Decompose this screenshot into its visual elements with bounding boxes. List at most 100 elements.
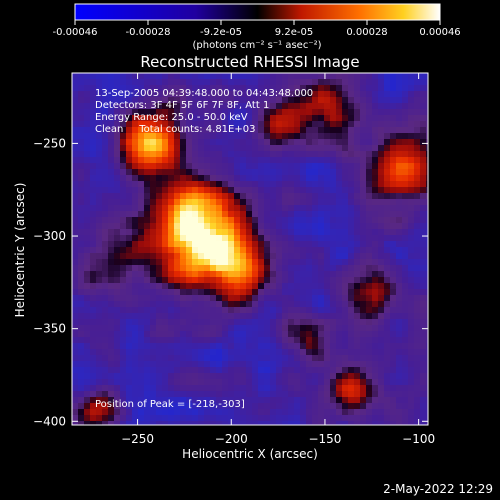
heatmap-cell [192,385,199,392]
heatmap-cell [330,415,337,422]
heatmap-cell [246,175,253,182]
heatmap-cell [180,223,187,230]
heatmap-cell [354,265,361,272]
heatmap-cell [162,163,169,170]
heatmap-cell [300,409,307,416]
heatmap-cell [390,139,397,146]
heatmap-cell [198,361,205,368]
heatmap-cell [330,355,337,362]
heatmap-cell [270,361,277,368]
heatmap-cell [420,109,427,116]
heatmap-cell [318,247,325,254]
heatmap-cell [210,199,217,206]
heatmap-cell [90,211,97,218]
heatmap-cell [330,373,337,380]
heatmap-cell [426,79,429,86]
heatmap-cell [180,391,187,398]
heatmap-cell [426,127,429,134]
heatmap-cell [96,205,103,212]
heatmap-cell [330,337,337,344]
heatmap-cell [378,325,385,332]
heatmap-cell [402,379,409,386]
heatmap-cell [282,163,289,170]
heatmap-cell [186,241,193,248]
heatmap-cell [210,157,217,164]
heatmap-cell [384,163,391,170]
heatmap-cell [306,265,313,272]
heatmap-cell [378,403,385,410]
heatmap-cell [342,409,349,416]
heatmap-cell [408,379,415,386]
heatmap-cell [198,409,205,416]
heatmap-cell [426,169,429,176]
heatmap-cell [192,205,199,212]
heatmap-cell [318,85,325,92]
heatmap-cell [258,343,265,350]
heatmap-cell [246,223,253,230]
heatmap-cell [120,127,127,134]
heatmap-cell [330,319,337,326]
heatmap-cell [372,109,379,116]
heatmap-cell [270,403,277,410]
heatmap-cell [252,163,259,170]
heatmap-cell [330,379,337,386]
heatmap-cell [150,295,157,302]
heatmap-cell [228,307,235,314]
heatmap-cell [126,235,133,242]
heatmap-cell [138,307,145,314]
heatmap-cell [252,289,259,296]
heatmap-cell [324,337,331,344]
heatmap-cell [96,109,103,116]
heatmap-cell [342,277,349,284]
heatmap-cell [186,103,193,110]
heatmap-cell [312,325,319,332]
heatmap-cell [420,307,427,314]
heatmap-cell [354,349,361,356]
heatmap-cell [246,253,253,260]
heatmap-cell [270,343,277,350]
heatmap-cell [372,127,379,134]
heatmap-cell [372,421,379,426]
heatmap-cell [222,265,229,272]
heatmap-cell [198,349,205,356]
heatmap-cell [84,307,91,314]
heatmap-cell [126,145,133,152]
heatmap-cell [108,235,115,242]
heatmap-cell [300,187,307,194]
heatmap-cell [246,397,253,404]
heatmap-cell [360,301,367,308]
heatmap-cell [174,199,181,206]
heatmap-cell [300,259,307,266]
heatmap-cell [282,307,289,314]
heatmap-cell [330,79,337,86]
heatmap-cell [414,253,421,260]
heatmap-cell [156,229,163,236]
heatmap-cell [414,151,421,158]
heatmap-cell [198,241,205,248]
heatmap-cell [348,385,355,392]
heatmap-cell [264,127,271,134]
heatmap-cell [198,127,205,134]
heatmap-cell [102,289,109,296]
heatmap-cell [204,319,211,326]
heatmap-cell [420,259,427,266]
heatmap-cell [276,265,283,272]
heatmap-cell [156,79,163,86]
heatmap-cell [354,187,361,194]
heatmap-cell [186,211,193,218]
heatmap-cell [288,193,295,200]
heatmap-cell [282,409,289,416]
heatmap-cell [414,313,421,320]
heatmap-cell [168,403,175,410]
heatmap-cell [252,349,259,356]
heatmap-cell [264,79,271,86]
heatmap-cell [420,373,427,380]
heatmap-cell [390,325,397,332]
heatmap-cell [84,145,91,152]
heatmap-cell [420,301,427,308]
heatmap-cell [96,403,103,410]
heatmap-cell [282,259,289,266]
heatmap-cell [96,313,103,320]
heatmap-cell [168,307,175,314]
heatmap-cell [108,85,115,92]
